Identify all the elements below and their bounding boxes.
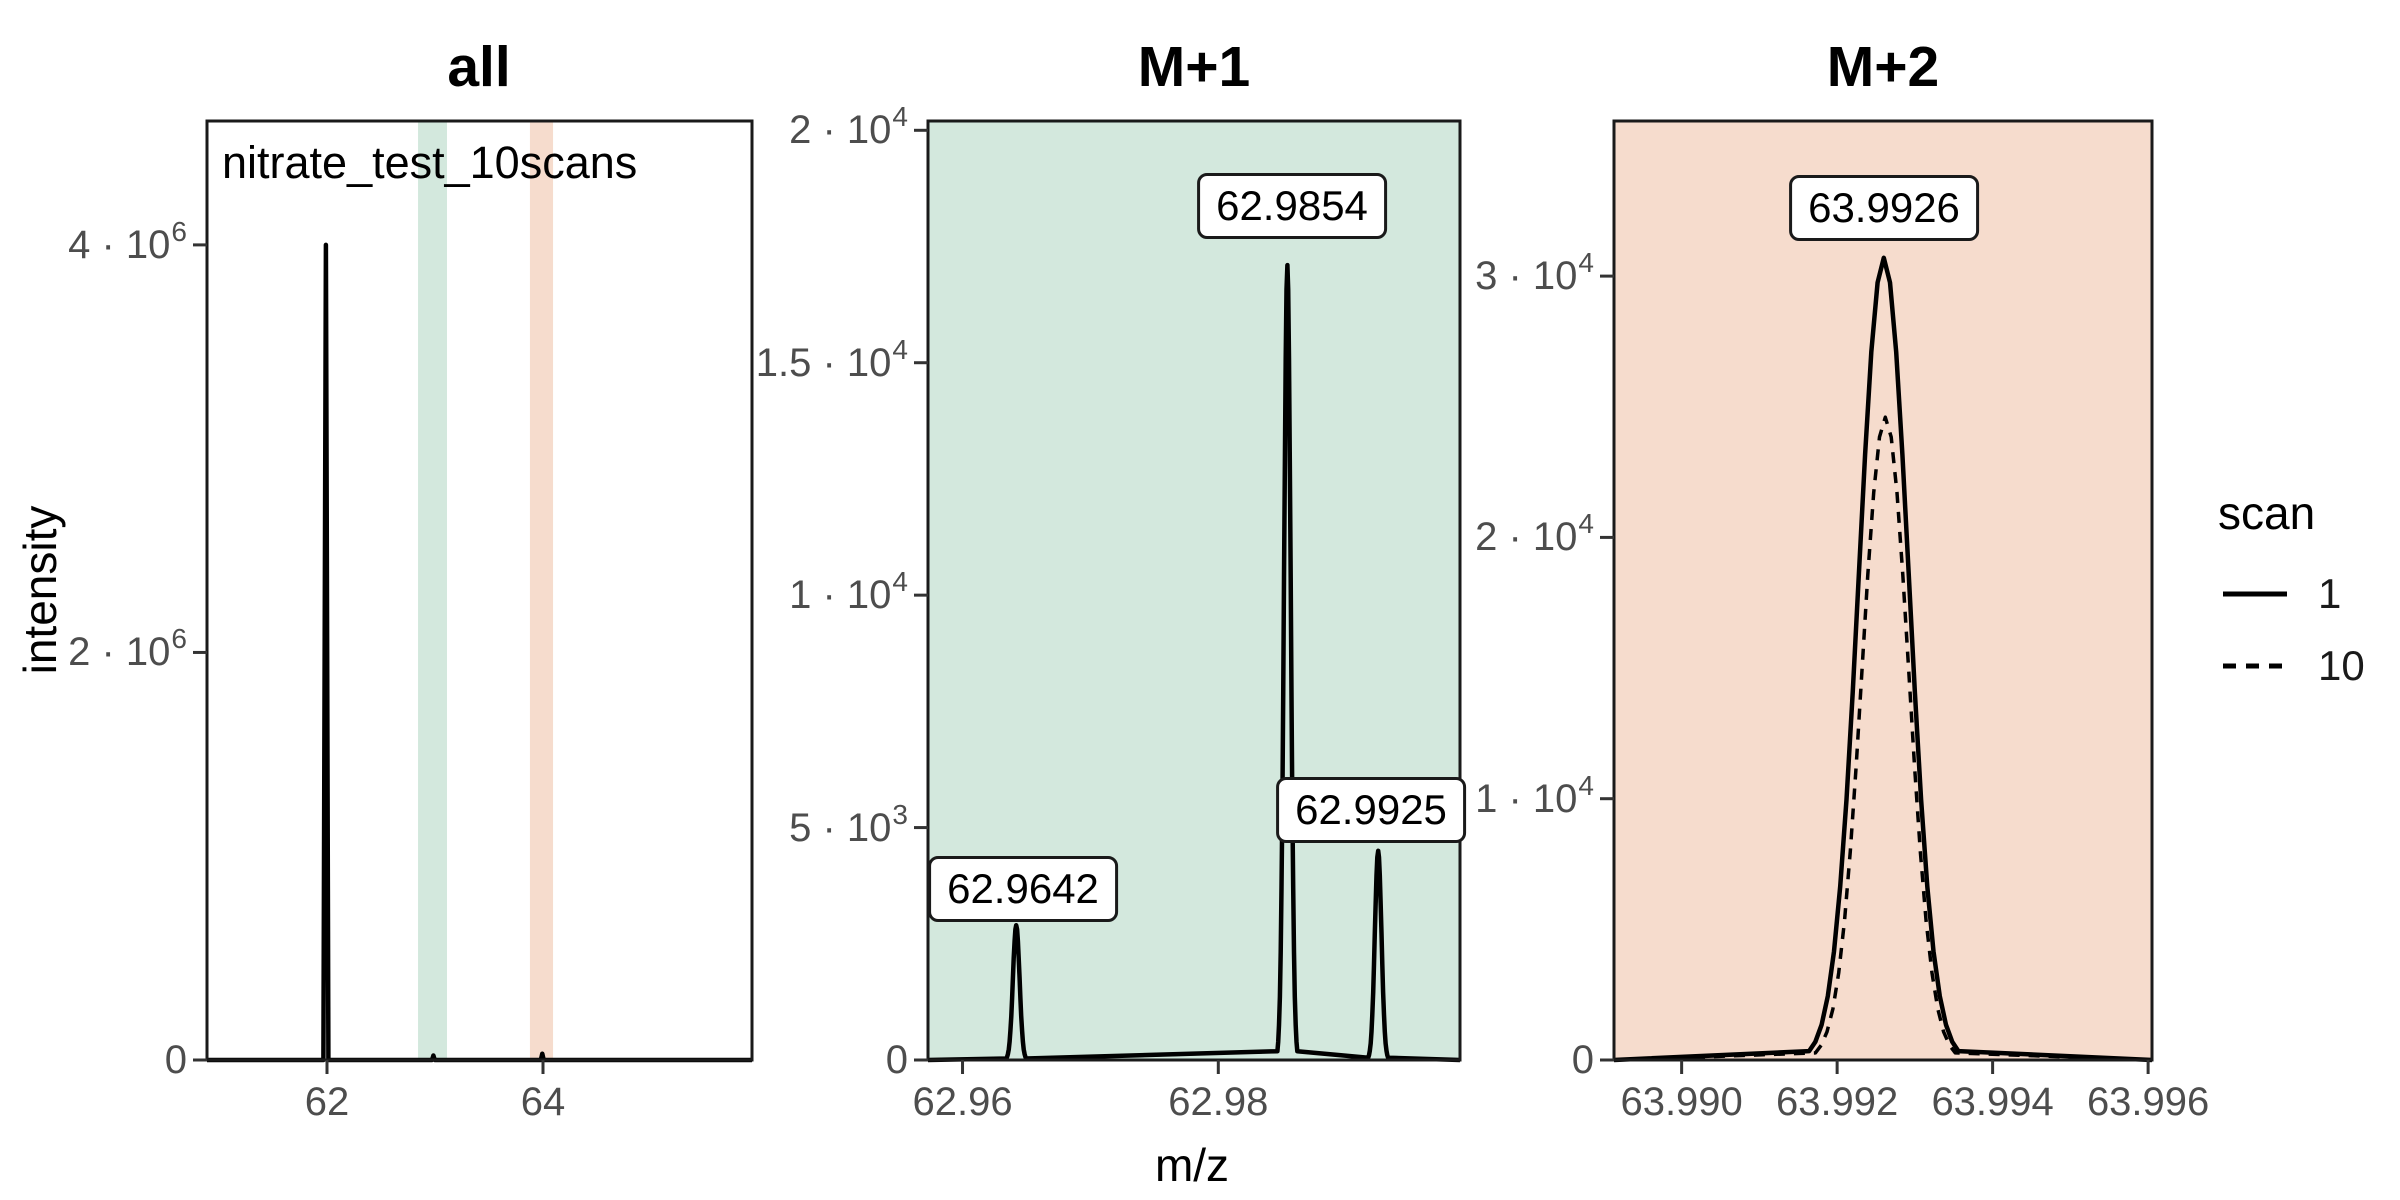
- y-tick-label: 2 · 104: [1475, 508, 1594, 560]
- x-tick-label: 63.990: [1620, 1080, 1743, 1124]
- legend-line-solid-icon: [2223, 591, 2287, 597]
- y-tick-label: 2 · 106: [68, 623, 187, 675]
- x-tick-label: 63.992: [1775, 1080, 1899, 1124]
- annotation-sample-name: nitrate_test_10scans: [222, 137, 638, 188]
- peak-label: 62.9642: [928, 856, 1118, 922]
- y-tick-label: 1 · 104: [1475, 769, 1594, 821]
- y-tick-label: 0: [885, 1038, 908, 1082]
- x-tick-label: 63.996: [2086, 1080, 2210, 1124]
- x-axis-title: m/z: [1154, 1139, 1230, 1191]
- peak-label: 62.9854: [1197, 173, 1387, 239]
- legend-item-label: 10: [2318, 642, 2365, 689]
- facet-title-m2: M+2: [1826, 35, 1940, 99]
- x-tick-label: 64: [520, 1080, 566, 1124]
- y-tick-label: 2 · 104: [789, 101, 908, 153]
- x-tick-label: 63.994: [1931, 1080, 2054, 1124]
- facet-title-m1: M+1: [1137, 35, 1251, 99]
- y-tick-label: 4 · 106: [68, 215, 187, 267]
- y-tick-label: 0: [1571, 1038, 1594, 1082]
- legend-line-dashed-icon: [2223, 663, 2287, 669]
- facet-title-all: all: [447, 35, 511, 99]
- y-tick-label: 1 · 104: [789, 566, 908, 618]
- peak-label: 63.9926: [1789, 175, 1979, 241]
- legend-item-scan-10: 10: [2222, 642, 2365, 690]
- y-tick-label: 5 · 103: [789, 798, 908, 850]
- legend-item-scan-1: 1: [2222, 570, 2341, 618]
- peak-label: 62.9925: [1276, 777, 1466, 843]
- x-tick-label: 62: [304, 1080, 350, 1124]
- legend-item-label: 1: [2318, 570, 2342, 617]
- y-tick-label: 0: [164, 1038, 187, 1082]
- y-tick-label: 3 · 104: [1475, 247, 1594, 299]
- x-tick-label: 62.96: [912, 1080, 1013, 1124]
- y-axis-title: intensity: [14, 505, 66, 675]
- x-tick-label: 62.98: [1168, 1080, 1269, 1124]
- y-tick-label: 1.5 · 104: [755, 333, 908, 385]
- legend-title: scan: [2218, 487, 2316, 539]
